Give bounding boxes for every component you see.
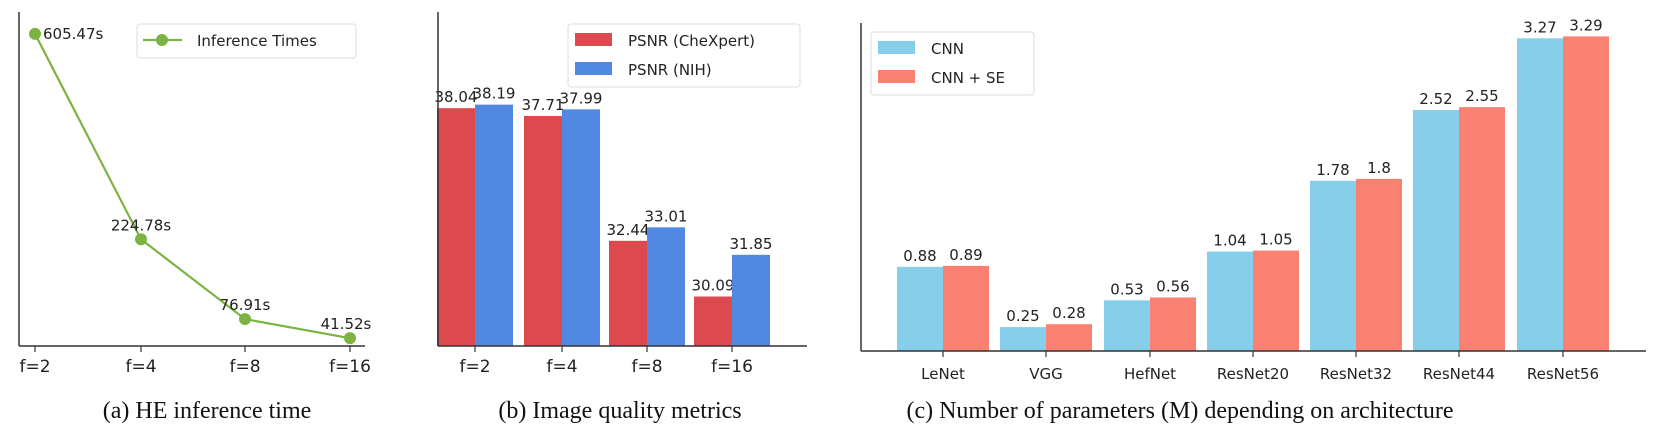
data-point xyxy=(239,313,251,326)
bar-cnn-se-1 xyxy=(1046,324,1092,351)
x-tick-label: f=8 xyxy=(229,357,260,377)
data-label: 3.27 xyxy=(1523,18,1556,36)
x-tick-label: f=8 xyxy=(631,357,662,377)
x-tick-label: f=4 xyxy=(546,357,577,377)
legend-label: CNN xyxy=(931,40,964,58)
legend-swatch xyxy=(575,62,612,75)
data-label: 2.55 xyxy=(1465,87,1498,105)
x-tick-label: ResNet56 xyxy=(1527,365,1599,383)
bar-psnr-nih--3 xyxy=(732,254,770,346)
data-label: 1.04 xyxy=(1213,232,1246,250)
bar-cnn-5 xyxy=(1413,110,1459,351)
bar-cnn-se-3 xyxy=(1253,250,1299,351)
data-label: 37.99 xyxy=(560,89,603,107)
data-label: 0.53 xyxy=(1110,280,1143,298)
legend-label: PSNR (NIH) xyxy=(628,61,712,79)
legend-box xyxy=(567,23,801,88)
x-tick-label: f=16 xyxy=(711,357,753,377)
x-tick-label: ResNet44 xyxy=(1423,365,1495,383)
chart-panel-2: 0.88 0.25 0.53 1.04 1.78 2.52 3.27 0.89 0.28 0.56… xyxy=(860,16,1646,424)
legend-label: Inference Times xyxy=(197,32,317,50)
bar-psnr-chexpert--2 xyxy=(609,240,647,346)
chart-panel-0: 605.47s 224.78s 76.91s 41.52s f=2 f=4 f=8 f=16 (… xyxy=(18,12,372,424)
legend-label: CNN + SE xyxy=(931,69,1005,87)
x-tick-label: f=2 xyxy=(459,357,490,377)
data-label: 41.52s xyxy=(321,315,372,333)
chart-caption: (c) Number of parameters (M) depending o… xyxy=(906,398,1453,424)
bar-cnn-1 xyxy=(1000,327,1046,351)
bar-cnn-0 xyxy=(897,266,943,351)
bar-psnr-nih--2 xyxy=(647,227,685,346)
data-label: 1.78 xyxy=(1316,161,1349,179)
bar-cnn-se-2 xyxy=(1150,297,1196,351)
x-tick-label: f=2 xyxy=(19,357,50,377)
chart-panel-1: 38.04 37.71 32.44 30.09 38.19 37.99 33.01 31.85… xyxy=(435,12,807,424)
data-label: 32.44 xyxy=(607,221,650,239)
legend-swatch xyxy=(878,41,915,54)
chart-caption: (a) HE inference time xyxy=(103,398,312,424)
series-line xyxy=(34,33,351,340)
x-tick-label: LeNet xyxy=(921,365,965,383)
data-label: 31.85 xyxy=(730,235,773,253)
legend-box xyxy=(136,23,357,59)
data-point xyxy=(29,27,41,40)
data-label: 1.8 xyxy=(1367,159,1391,177)
data-label: 33.01 xyxy=(645,207,688,225)
data-label: 224.78s xyxy=(111,216,171,234)
bar-cnn-se-0 xyxy=(943,265,989,351)
data-label: 0.56 xyxy=(1156,277,1189,295)
data-label: 76.91s xyxy=(220,296,271,314)
bar-cnn-4 xyxy=(1310,180,1356,351)
bar-psnr-chexpert--0 xyxy=(437,108,475,346)
data-label: 0.28 xyxy=(1052,304,1085,322)
data-label: 0.88 xyxy=(903,247,936,265)
chart-caption: (b) Image quality metrics xyxy=(498,398,741,424)
bar-psnr-nih--1 xyxy=(562,109,600,346)
bar-cnn-se-4 xyxy=(1356,178,1402,351)
bar-cnn-3 xyxy=(1207,251,1253,351)
bar-psnr-nih--0 xyxy=(475,104,513,346)
legend: CNN CNN + SE xyxy=(870,31,1035,96)
x-tick-label: f=16 xyxy=(329,357,371,377)
legend: Inference Times xyxy=(136,23,357,59)
bar-cnn-se-6 xyxy=(1563,36,1609,351)
bar-cnn-6 xyxy=(1517,38,1563,351)
legend-swatch xyxy=(575,33,612,46)
data-point xyxy=(135,233,147,246)
data-label: 2.52 xyxy=(1419,90,1452,108)
x-tick-label: VGG xyxy=(1029,365,1063,383)
x-tick-label: ResNet32 xyxy=(1320,365,1392,383)
data-label: 30.09 xyxy=(692,276,735,294)
data-label: 1.05 xyxy=(1259,231,1292,249)
data-label: 3.29 xyxy=(1569,16,1602,34)
data-label: 38.04 xyxy=(435,88,478,106)
bar-psnr-chexpert--1 xyxy=(524,115,562,346)
data-point xyxy=(344,332,356,345)
data-label: 38.19 xyxy=(473,85,516,103)
x-tick-label: ResNet20 xyxy=(1217,365,1289,383)
legend-marker xyxy=(156,34,168,46)
x-tick-label: f=4 xyxy=(125,357,156,377)
bar-psnr-chexpert--3 xyxy=(694,296,732,346)
data-label: 605.47s xyxy=(43,25,103,43)
data-label: 37.71 xyxy=(522,96,565,114)
legend-swatch xyxy=(878,70,915,83)
data-label: 0.25 xyxy=(1006,307,1039,325)
legend-label: PSNR (CheXpert) xyxy=(628,32,755,50)
bar-cnn-2 xyxy=(1104,300,1150,351)
bar-cnn-se-5 xyxy=(1459,107,1505,351)
x-tick-label: HefNet xyxy=(1124,365,1176,383)
data-label: 0.89 xyxy=(949,246,982,264)
legend: PSNR (CheXpert) PSNR (NIH) xyxy=(567,23,801,88)
